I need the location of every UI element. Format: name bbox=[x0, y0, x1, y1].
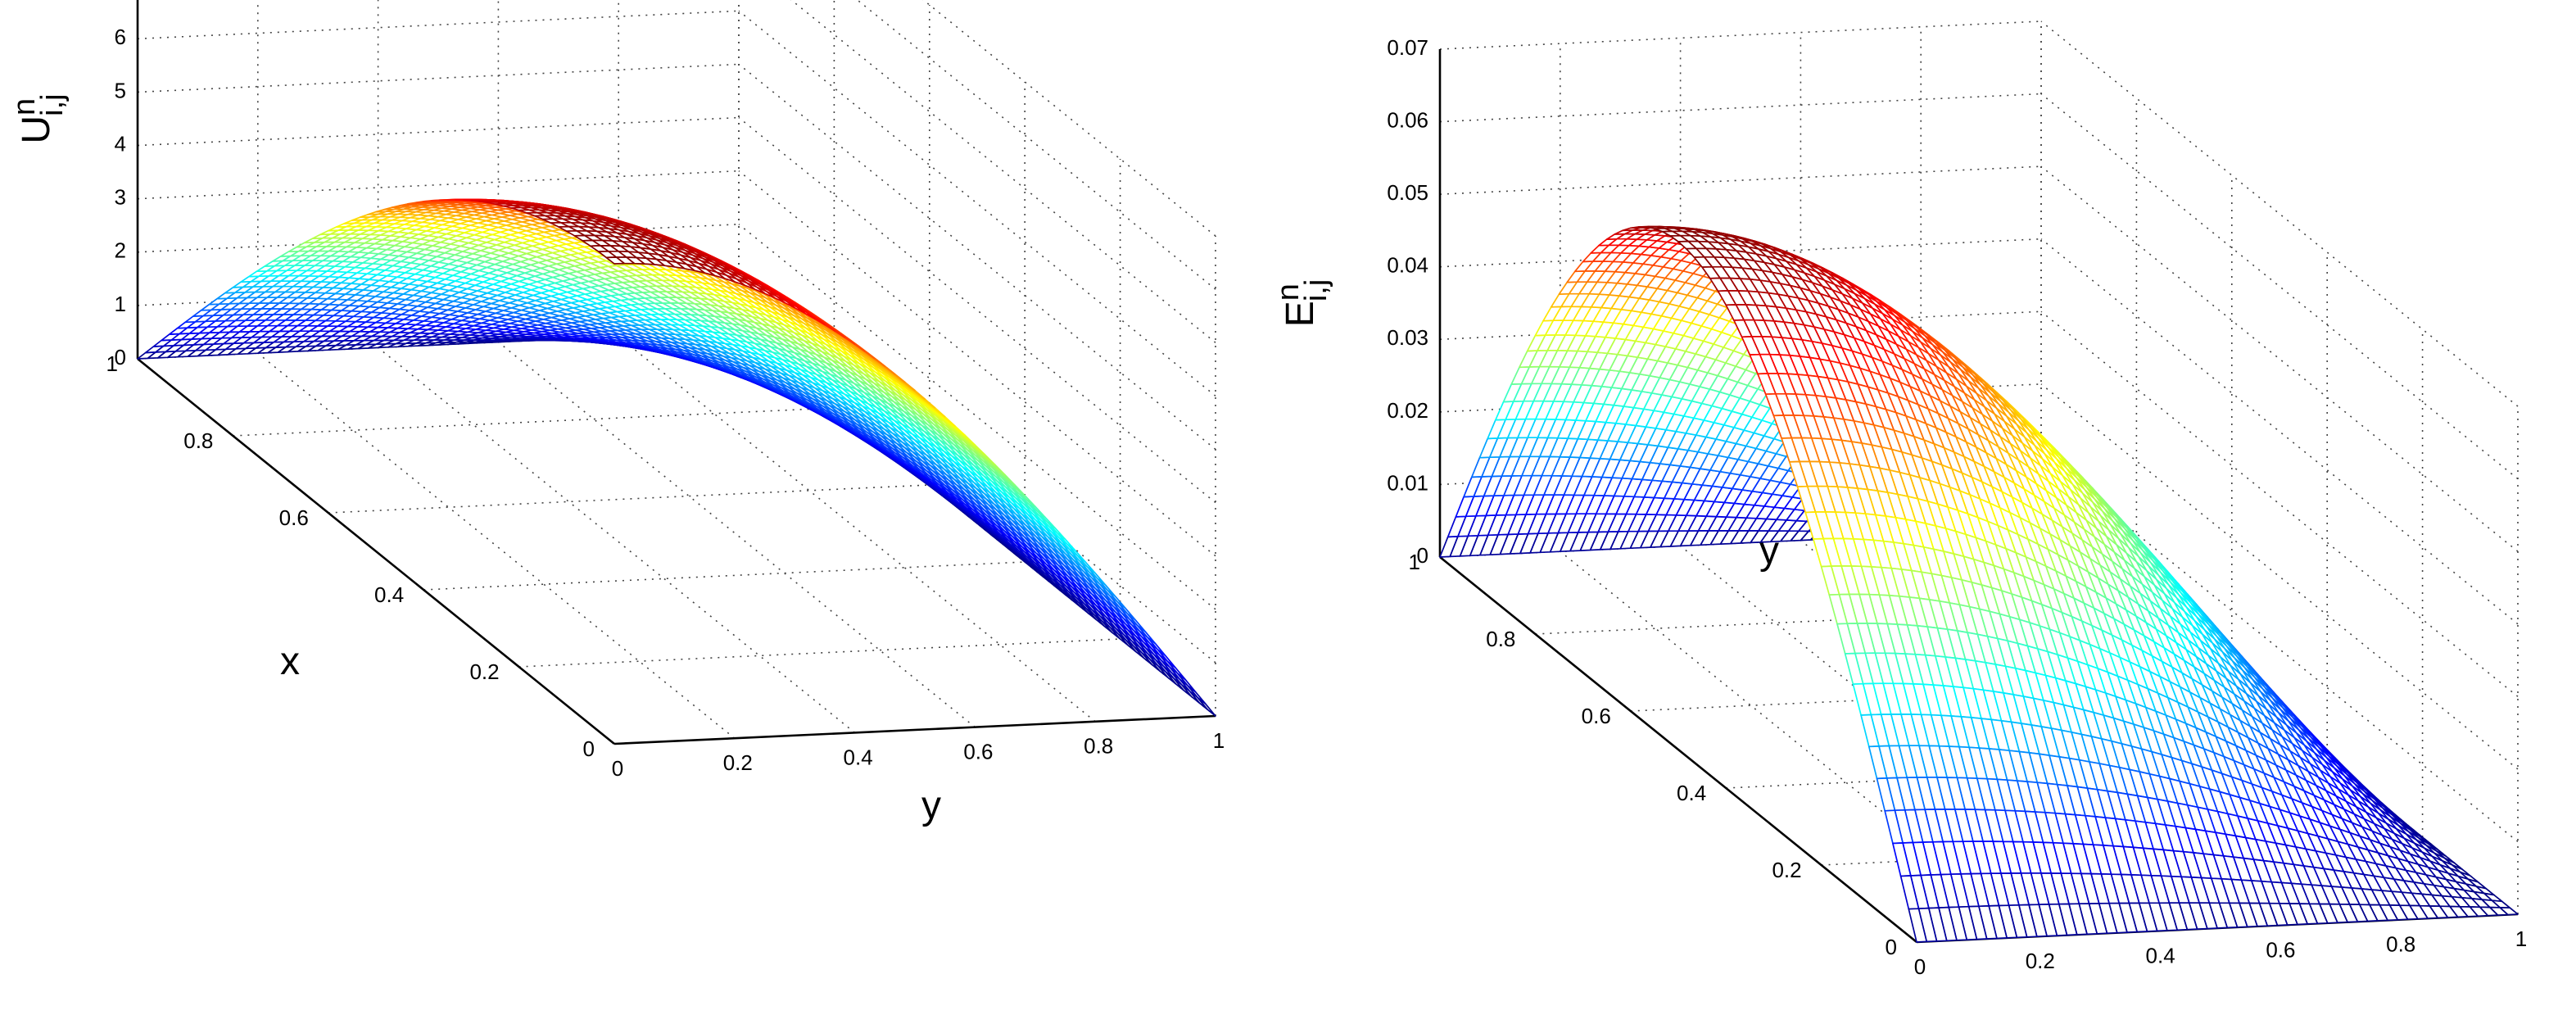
x-tick-label: 0.8 bbox=[183, 428, 213, 453]
surface-mesh bbox=[138, 199, 1216, 716]
z-axis-label: Uni,j bbox=[7, 93, 70, 143]
grid-line bbox=[2041, 21, 2518, 406]
grid-line bbox=[1440, 21, 2041, 49]
grid-line bbox=[2041, 166, 2518, 551]
y-tick-label: 0.2 bbox=[723, 750, 753, 775]
grid-line bbox=[1440, 166, 2041, 194]
grid-line bbox=[138, 64, 739, 92]
grid bbox=[138, 0, 1216, 744]
grid-line bbox=[519, 639, 1120, 667]
x-tick-label: 0 bbox=[583, 736, 595, 761]
z-tick-label: 0 bbox=[115, 345, 126, 369]
x-axis-line bbox=[138, 359, 614, 744]
surface-mesh bbox=[1440, 227, 2518, 942]
grid-line bbox=[378, 347, 855, 732]
grid-line bbox=[739, 0, 1216, 289]
grid-line bbox=[423, 562, 1025, 590]
y-tick-label: 0.4 bbox=[844, 745, 873, 769]
x-tick-label: 0.2 bbox=[469, 659, 499, 684]
z-tick-label: 4 bbox=[115, 131, 126, 156]
z-tick-label: 1 bbox=[115, 292, 126, 316]
grid-line bbox=[138, 11, 739, 39]
grid-line bbox=[739, 118, 1216, 503]
surface-plot-u: 00.20.40.60.8100.20.40.60.810123456789xy… bbox=[7, 0, 1225, 827]
y-axis-label: y bbox=[921, 784, 941, 827]
y-tick-label: 1 bbox=[1213, 728, 1225, 753]
grid-line bbox=[233, 408, 834, 436]
z-tick-label: 5 bbox=[115, 78, 126, 102]
grid-line bbox=[138, 171, 739, 199]
z-tick-label: 6 bbox=[115, 25, 126, 49]
z-tick-label: 2 bbox=[115, 238, 126, 263]
grid-line bbox=[2041, 94, 2518, 479]
z-label-subscript: i,j bbox=[35, 93, 70, 116]
z-tick-label: 3 bbox=[115, 185, 126, 210]
z-label-base: U bbox=[15, 116, 58, 144]
y-tick-label: 0 bbox=[612, 756, 623, 781]
grid-line bbox=[739, 0, 1216, 236]
y-axis-line bbox=[614, 716, 1216, 744]
grid-line bbox=[1440, 94, 2041, 122]
x-tick-label: 0.4 bbox=[374, 582, 404, 607]
x-axis-label: x bbox=[280, 640, 300, 683]
grid-line bbox=[138, 118, 739, 146]
grid-line bbox=[739, 224, 1216, 609]
grid-line bbox=[739, 0, 1216, 342]
y-tick-label: 0.8 bbox=[1084, 734, 1113, 759]
grid-line bbox=[328, 485, 930, 513]
y-tick-label: 0.6 bbox=[963, 739, 993, 763]
x-tick-label: 0.6 bbox=[279, 505, 309, 530]
